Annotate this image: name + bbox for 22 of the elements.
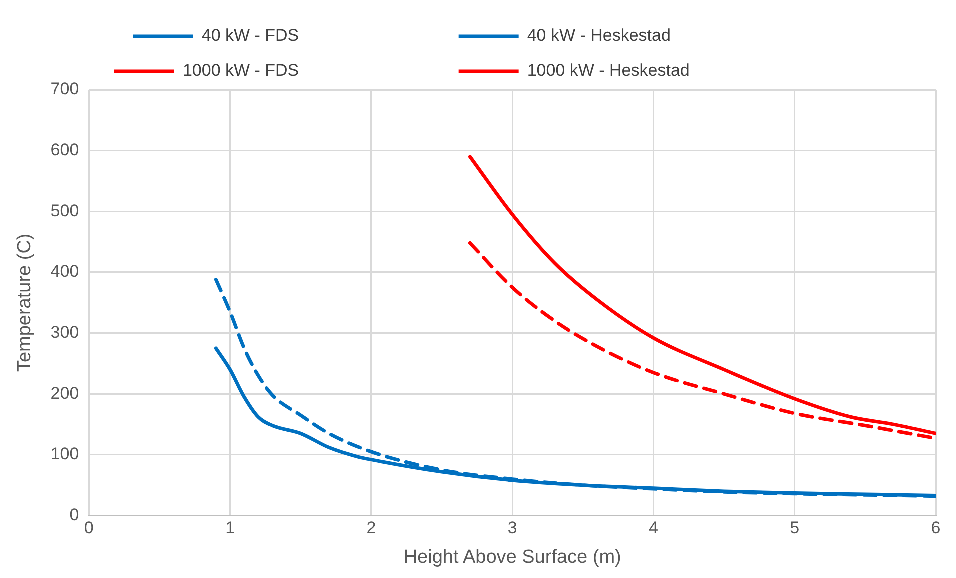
y-axis-title: Temperature (C): [14, 234, 36, 372]
y-tick-label: 400: [50, 262, 80, 282]
legend-label: 40 kW - FDS: [202, 26, 441, 46]
legend-label: 40 kW - Heskestad: [527, 26, 813, 46]
x-tick-label: 2: [366, 518, 376, 538]
y-tick-label: 100: [50, 444, 80, 464]
y-tick-label: 600: [50, 140, 80, 160]
x-axis-title: Height Above Surface (m): [404, 546, 622, 568]
legend-label: 1000 kW - Heskestad: [527, 61, 832, 80]
legend-label: 1000 kW - FDS: [182, 61, 441, 80]
x-tick-label: 5: [790, 518, 800, 538]
y-tick-label: 700: [50, 80, 80, 99]
y-tick-label: 300: [50, 323, 80, 342]
x-tick-label: 3: [508, 518, 518, 538]
y-tick-label: 0: [70, 505, 80, 524]
x-tick-label: 0: [84, 518, 94, 538]
x-tick-label: 4: [648, 518, 658, 538]
x-tick-label: 6: [931, 518, 941, 538]
line-series: [468, 155, 936, 436]
y-tick-label: 200: [50, 384, 80, 403]
x-tick-label: 1: [226, 518, 236, 538]
y-tick-label: 500: [50, 201, 80, 220]
